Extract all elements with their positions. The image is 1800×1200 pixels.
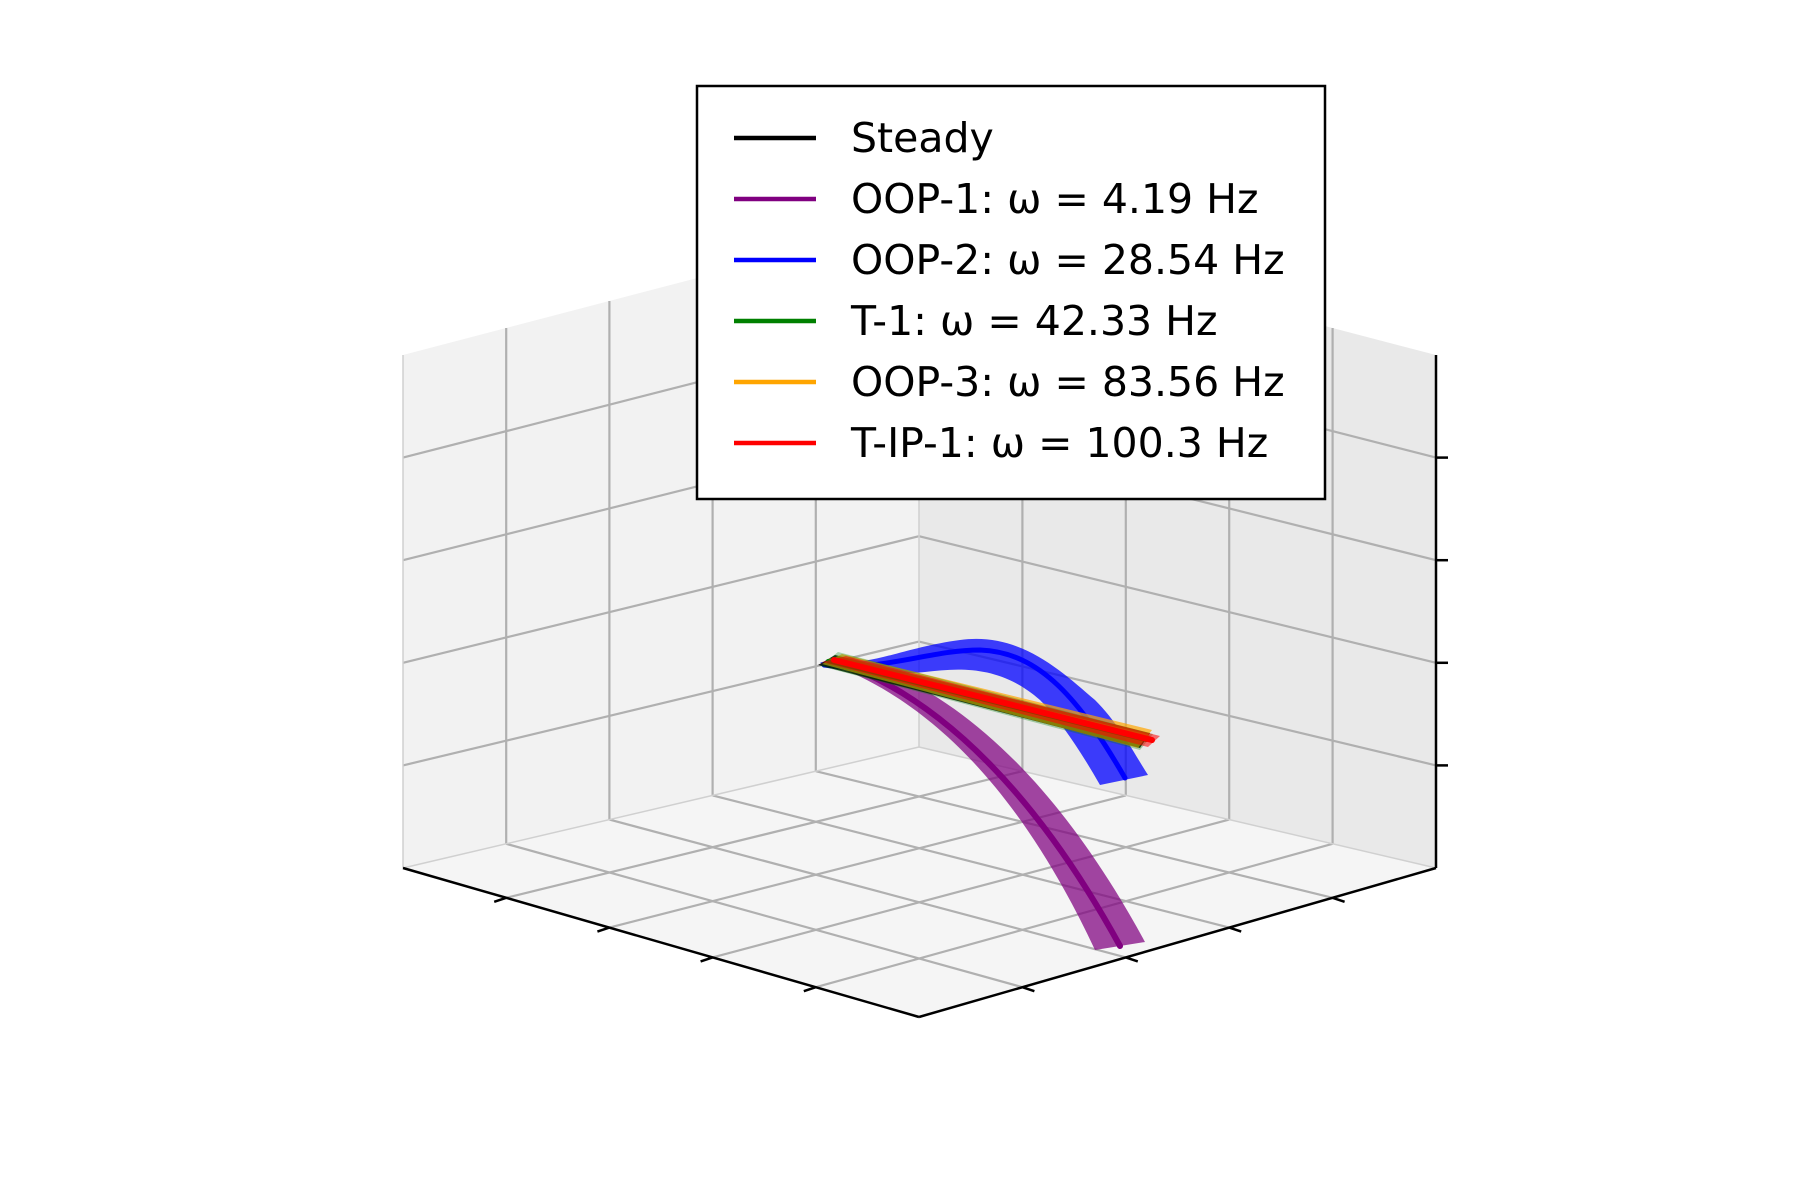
tick-mark: [1332, 896, 1345, 903]
tick-mark: [1022, 986, 1035, 993]
legend-label: OOP-2: ω = 28.54 Hz: [851, 236, 1285, 284]
mode-shapes: [818, 638, 1160, 950]
grid-line: [712, 794, 1230, 929]
grid-line: [505, 842, 1023, 989]
legend-label: OOP-3: ω = 83.56 Hz: [851, 358, 1285, 406]
tick-mark: [803, 986, 817, 993]
axis-lines: [402, 355, 1448, 1019]
legend-label: T-1: ω = 42.33 Hz: [850, 297, 1218, 345]
grid-line: [609, 818, 1127, 959]
grid-line: [918, 535, 1437, 664]
legend-box: [695, 84, 1327, 501]
series-t-ip-1-centerline: [831, 657, 1155, 743]
axis-line: [918, 866, 1437, 1019]
grid-line: [815, 842, 1333, 989]
tick-mark: [1125, 956, 1139, 963]
legend-entries: Steady OOP-1: ω = 4.19 Hz OOP-2: ω = 28.54…: [734, 114, 1285, 467]
tick-mark: [493, 896, 507, 903]
tick-mark: [700, 956, 713, 963]
legend-label: OOP-1: ω = 4.19 Hz: [851, 175, 1259, 223]
series-oop-1-surface: [828, 658, 1145, 950]
grid-line: [712, 818, 1230, 959]
pane-edge: [402, 746, 920, 869]
legend-label: Steady: [851, 114, 994, 162]
axis-line: [402, 866, 920, 1019]
floor-pane: [403, 747, 1436, 1017]
legend: Steady OOP-1: ω = 4.19 Hz OOP-2: ω = 28.54…: [695, 84, 1327, 501]
tick-mark: [597, 926, 610, 933]
tick-mark: [1228, 926, 1242, 933]
grid-line: [402, 535, 920, 664]
legend-label: T-IP-1: ω = 100.3 Hz: [850, 419, 1268, 467]
grid-line: [505, 770, 1023, 899]
